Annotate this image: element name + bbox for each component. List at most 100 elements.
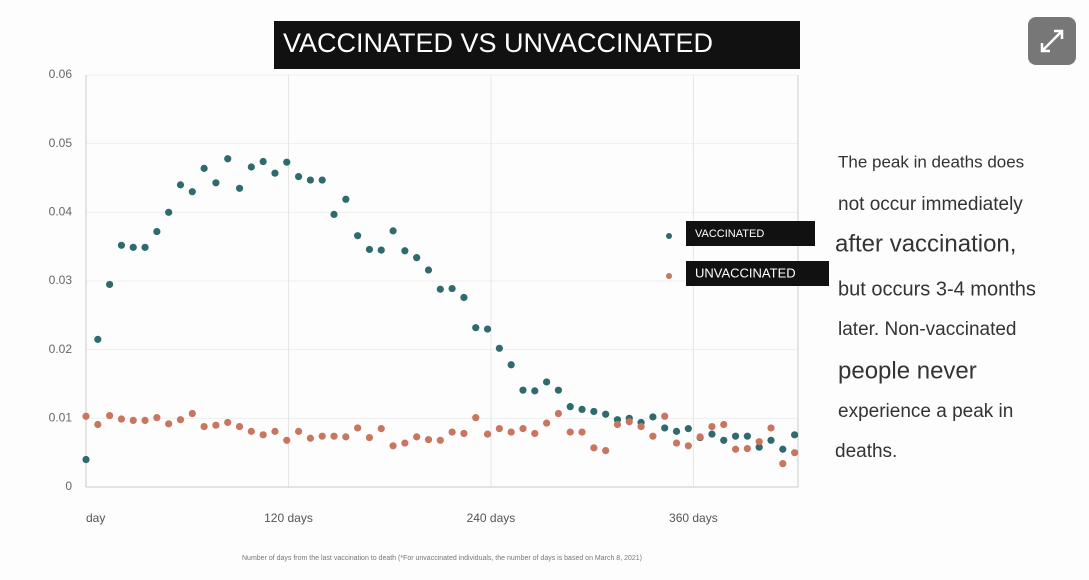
expand-icon <box>1040 29 1064 53</box>
data-point <box>755 443 763 451</box>
data-point <box>106 411 114 420</box>
y-tick-label: 0.01 <box>49 411 73 425</box>
annotation-line: not occur immediately <box>838 194 1023 215</box>
data-point <box>649 413 657 421</box>
data-point <box>672 427 681 435</box>
x-tick-label: 360 days <box>669 511 718 525</box>
data-point <box>106 280 114 289</box>
data-point <box>554 409 563 418</box>
data-point <box>165 420 173 428</box>
data-point <box>153 414 161 422</box>
expand-button[interactable] <box>1028 17 1076 65</box>
data-point <box>188 409 196 418</box>
data-point <box>661 424 669 432</box>
y-tick-label: 0.06 <box>49 67 73 81</box>
data-point <box>436 436 444 444</box>
data-point <box>94 335 102 343</box>
data-point <box>82 412 90 420</box>
data-point <box>731 432 740 440</box>
data-point <box>743 432 751 440</box>
x-tick-label: day <box>86 511 105 525</box>
data-point <box>401 439 409 447</box>
annotation-line: The peak in deaths does <box>838 152 1024 171</box>
data-point <box>212 421 220 429</box>
data-point <box>578 428 586 436</box>
data-point <box>743 444 751 453</box>
data-point <box>637 422 645 431</box>
data-point <box>318 432 326 440</box>
data-point <box>779 460 787 468</box>
data-point <box>365 245 374 254</box>
data-point <box>460 429 468 438</box>
data-point <box>294 427 303 435</box>
data-point <box>767 424 775 432</box>
data-point <box>247 163 255 171</box>
data-point <box>235 184 244 192</box>
data-point <box>200 422 208 431</box>
data-point <box>413 254 421 262</box>
data-point <box>625 418 633 426</box>
data-point <box>483 430 492 438</box>
data-point <box>554 386 563 394</box>
data-point <box>330 432 338 440</box>
data-point <box>578 405 586 414</box>
data-point <box>389 442 397 450</box>
y-tick-label: 0.04 <box>49 205 73 219</box>
data-point <box>684 442 692 450</box>
data-point <box>413 433 421 441</box>
data-point <box>94 420 102 429</box>
y-tick-label: 0 <box>65 479 72 493</box>
data-point <box>342 195 350 203</box>
data-point <box>531 429 539 438</box>
data-point <box>472 324 480 332</box>
data-point <box>436 285 444 293</box>
data-point <box>271 427 279 435</box>
annotation-line: deaths. <box>835 441 897 462</box>
data-point <box>176 181 185 189</box>
data-point <box>377 425 385 433</box>
data-point <box>731 445 740 453</box>
annotation-line: experience a peak in <box>838 401 1013 422</box>
data-point <box>566 403 574 411</box>
data-point <box>472 414 480 422</box>
chart-title: VACCINATED VS UNVACCINATED <box>283 28 713 58</box>
data-point <box>613 420 622 429</box>
legend-label: UNVACCINATED <box>695 265 796 280</box>
data-point <box>117 241 126 249</box>
data-point <box>401 247 409 255</box>
data-point <box>543 419 551 427</box>
annotation-line: later. Non-vaccinated <box>838 319 1017 340</box>
annotation-line: but occurs 3-4 months <box>838 278 1036 300</box>
annotation-line: after vaccination, <box>835 230 1016 257</box>
data-point <box>224 155 232 163</box>
data-point <box>259 157 267 166</box>
data-point <box>495 425 503 433</box>
legend-box <box>686 221 815 246</box>
data-point <box>389 227 397 235</box>
data-point <box>531 387 539 395</box>
data-point <box>354 232 362 240</box>
data-point <box>306 176 314 184</box>
data-point <box>483 325 492 333</box>
y-tick-label: 0.02 <box>49 342 73 356</box>
data-point <box>271 169 279 177</box>
data-point <box>342 433 350 441</box>
data-point <box>153 227 161 236</box>
data-point <box>235 422 244 431</box>
data-point <box>448 284 456 293</box>
title-box <box>274 21 800 69</box>
data-point <box>188 188 196 196</box>
data-point <box>224 418 232 427</box>
data-point <box>649 432 657 440</box>
data-point <box>720 436 728 444</box>
data-point <box>543 378 551 386</box>
data-point <box>129 243 137 251</box>
data-point <box>283 436 291 444</box>
data-point <box>176 416 185 424</box>
data-point <box>330 210 338 218</box>
data-point <box>212 179 220 187</box>
data-point <box>424 436 433 444</box>
x-tick-label: 120 days <box>264 511 313 525</box>
